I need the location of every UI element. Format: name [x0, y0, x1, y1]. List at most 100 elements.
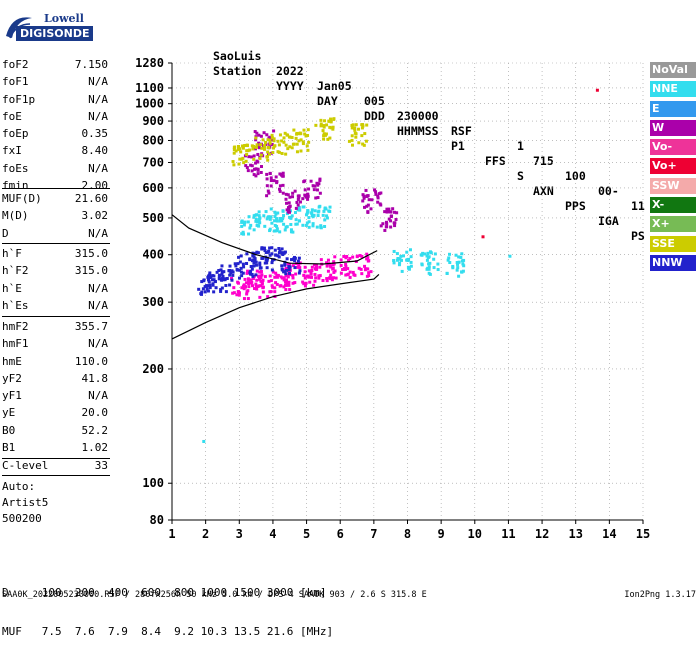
echo-point: [304, 223, 308, 227]
echo-point: [345, 273, 349, 277]
echo-point: [231, 273, 235, 277]
file-info-footer: SAA0K_2022005230000.RSF / 280fx256h 50 k…: [2, 590, 427, 600]
echo-point: [282, 276, 286, 280]
echo-point: [292, 255, 296, 259]
muf-distance-table: D 100 200 400 600 800 1000 1500 3000 [km…: [2, 560, 333, 651]
echo-point: [283, 131, 287, 135]
ionogram-chart: 1 2 3 4 5 6 7 8 9 10 11 12 13 14 158010020030040050060…: [135, 56, 650, 541]
echo-point: [386, 210, 390, 214]
echo-point: [296, 265, 300, 269]
legend-item: X+: [650, 216, 696, 233]
echo-point: [242, 161, 246, 165]
echo-point: [281, 209, 285, 213]
echo-point: [303, 265, 307, 269]
echo-point: [310, 265, 314, 269]
echo-point: [285, 225, 289, 229]
echo-point: [266, 295, 270, 299]
echo-point: [256, 172, 260, 176]
x-tick-label: 14: [602, 527, 616, 541]
echo-point: [261, 256, 265, 260]
echo-point: [265, 133, 269, 137]
logo-lowell-text: Lowell: [44, 12, 84, 25]
echo-point: [328, 209, 332, 213]
echo-point: [240, 224, 244, 228]
echo-point: [331, 267, 335, 271]
echo-point: [221, 275, 225, 279]
echo-point: [251, 254, 255, 258]
echo-point: [409, 264, 413, 268]
electron-density-profile-line: [171, 273, 380, 340]
echo-point: [201, 287, 205, 291]
echo-point: [259, 279, 263, 283]
echo-point: [342, 266, 346, 270]
echo-point: [272, 129, 276, 133]
param-value: 41.8: [81, 371, 109, 385]
echo-point: [215, 270, 219, 274]
echo-point: [236, 147, 240, 151]
param-value: N/A: [88, 75, 108, 89]
echo-point: [365, 194, 369, 198]
echo-point: [222, 278, 226, 282]
echo-point: [460, 252, 464, 256]
echo-point: [391, 207, 395, 211]
echo-point: [254, 145, 258, 149]
echo-point: [269, 179, 273, 183]
header-pps-value: 100: [565, 169, 586, 183]
echo-point: [236, 281, 240, 285]
echo-point: [304, 195, 308, 199]
y-tick-label: 100: [142, 476, 164, 490]
echo-point: [323, 119, 327, 123]
echo-point: [237, 293, 241, 297]
echo-point: [325, 279, 329, 283]
echo-point: [241, 284, 245, 288]
echo-point: [245, 166, 249, 170]
param-row: hmE 110.0: [2, 353, 108, 370]
echo-point: [273, 223, 277, 227]
echo-point: [257, 133, 261, 137]
echo-point: [254, 174, 258, 178]
echo-point: [360, 134, 364, 138]
echo-point: [264, 140, 268, 144]
echo-point: [457, 274, 461, 278]
echo-point: [399, 254, 403, 258]
echo-point: [295, 142, 299, 146]
echo-point: [348, 275, 352, 279]
echo-point: [370, 198, 374, 202]
echo-point: [282, 140, 286, 144]
echo-point: [290, 258, 294, 262]
echo-point: [311, 224, 315, 228]
echo-point: [223, 278, 227, 282]
echo-point: [202, 439, 206, 443]
echo-point: [243, 285, 247, 289]
echo-point: [268, 246, 272, 250]
echo-point: [298, 200, 302, 204]
echo-point: [303, 284, 307, 288]
echo-point: [272, 139, 276, 143]
echo-point: [262, 246, 266, 250]
echo-point: [313, 267, 317, 271]
echo-point: [303, 188, 307, 192]
echo-point: [252, 157, 256, 161]
params-group-heights: h`F 315.0 h`F2 315.0 h`E N/A h`Es N/A: [2, 245, 108, 314]
echo-point: [254, 218, 258, 222]
param-row: yE 20.0: [2, 404, 108, 421]
echo-point: [217, 277, 221, 281]
echo-point: [255, 250, 259, 254]
echo-point: [248, 272, 252, 276]
echo-point: [285, 208, 289, 212]
header-ddd-value: 005: [364, 94, 385, 108]
params-group-clevel: C-level 33: [2, 457, 108, 474]
echo-point: [376, 196, 380, 200]
echo-point: [307, 220, 311, 224]
echo-point: [258, 270, 262, 274]
echo-point: [284, 143, 288, 147]
echo-point: [385, 225, 389, 229]
echo-point: [383, 210, 387, 214]
echo-point: [249, 223, 253, 227]
echo-point: [265, 194, 269, 198]
echo-point: [311, 184, 315, 188]
echo-point: [257, 214, 261, 218]
echo-point: [350, 138, 354, 142]
echo-point: [365, 252, 369, 256]
echo-point: [367, 271, 371, 275]
